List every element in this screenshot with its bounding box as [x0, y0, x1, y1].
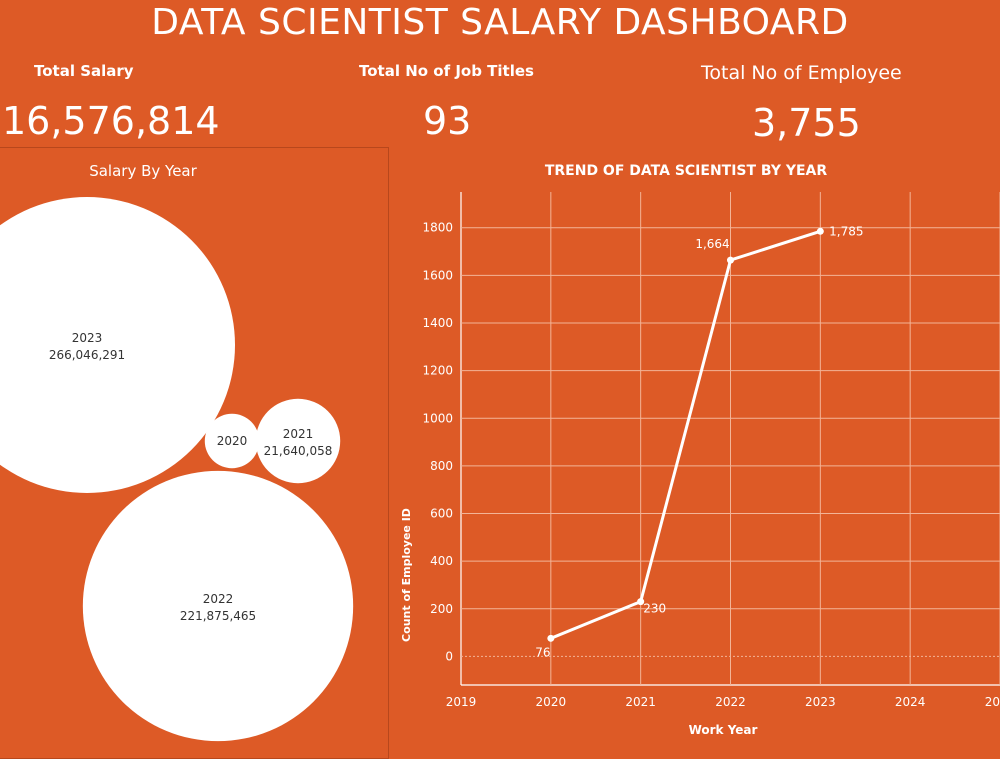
- x-tick-label: 2022: [715, 695, 746, 709]
- data-point: [547, 634, 555, 642]
- y-tick-label: 600: [430, 507, 453, 521]
- y-tick-label: 1800: [422, 221, 453, 235]
- bubble-year-label: 2023: [72, 331, 103, 345]
- kpi-label-job-titles: Total No of Job Titles: [359, 62, 534, 80]
- kpi-label-employees: Total No of Employee: [701, 62, 902, 84]
- x-tick-label: 2020: [536, 695, 567, 709]
- bubble-value-label: 21,640,058: [264, 444, 333, 458]
- x-tick-label: 2024: [895, 695, 926, 709]
- data-label: 1,785: [829, 224, 863, 238]
- bubble-chart-title: Salary By Year: [89, 162, 197, 180]
- y-tick-label: 1400: [422, 316, 453, 330]
- kpi-value-total-salary: 16,576,814: [2, 99, 220, 143]
- bubble-year-label: 2020: [217, 434, 248, 448]
- bubble-year-label: 2021: [283, 427, 314, 441]
- kpi-value-employees: 3,755: [752, 101, 861, 145]
- salary-by-year-chart: Salary By Year 2023 266,046,291 2022 221,87…: [0, 162, 354, 742]
- y-tick-label: 400: [430, 554, 453, 568]
- data-label: 230: [643, 602, 666, 616]
- data-point: [727, 256, 734, 264]
- x-tick-label: 2021: [625, 695, 656, 709]
- x-tick-label: 2025: [985, 695, 1000, 709]
- bubble-2022: [82, 470, 354, 742]
- data-point: [637, 598, 645, 606]
- y-tick-label: 1600: [422, 268, 453, 282]
- kpi-label-total-salary: Total Salary: [34, 62, 134, 80]
- y-tick-label: 200: [430, 602, 453, 616]
- x-tick-label: 2023: [805, 695, 836, 709]
- bubble-2021: [255, 398, 341, 484]
- data-point: [816, 227, 824, 235]
- y-tick-label: 1000: [422, 411, 453, 425]
- bubble-2020: [204, 413, 260, 469]
- y-tick-label: 800: [430, 459, 453, 473]
- x-axis-title: Work Year: [689, 723, 758, 737]
- kpi-value-job-titles: 93: [423, 99, 472, 143]
- data-label: 76: [535, 645, 550, 659]
- y-tick-label: 0: [445, 649, 453, 663]
- bubble-value-label: 266,046,291: [49, 348, 125, 362]
- trend-line: [550, 229, 821, 640]
- x-tick-label: 2019: [446, 695, 477, 709]
- line-chart-title: TREND OF DATA SCIENTIST BY YEAR: [545, 163, 828, 179]
- bubble-value-label: 221,875,465: [180, 609, 256, 623]
- data-label: 1,664: [695, 237, 729, 251]
- y-axis-title: Count of Employee ID: [400, 508, 413, 642]
- dashboard-title: DATA SCIENTIST SALARY DASHBOARD: [151, 2, 849, 43]
- bubble-year-label: 2022: [203, 592, 234, 606]
- y-tick-label: 1200: [422, 364, 453, 378]
- trend-line-chart: TREND OF DATA SCIENTIST BY YEAR Work Yea…: [400, 163, 1000, 737]
- bubble-2023: [0, 197, 235, 493]
